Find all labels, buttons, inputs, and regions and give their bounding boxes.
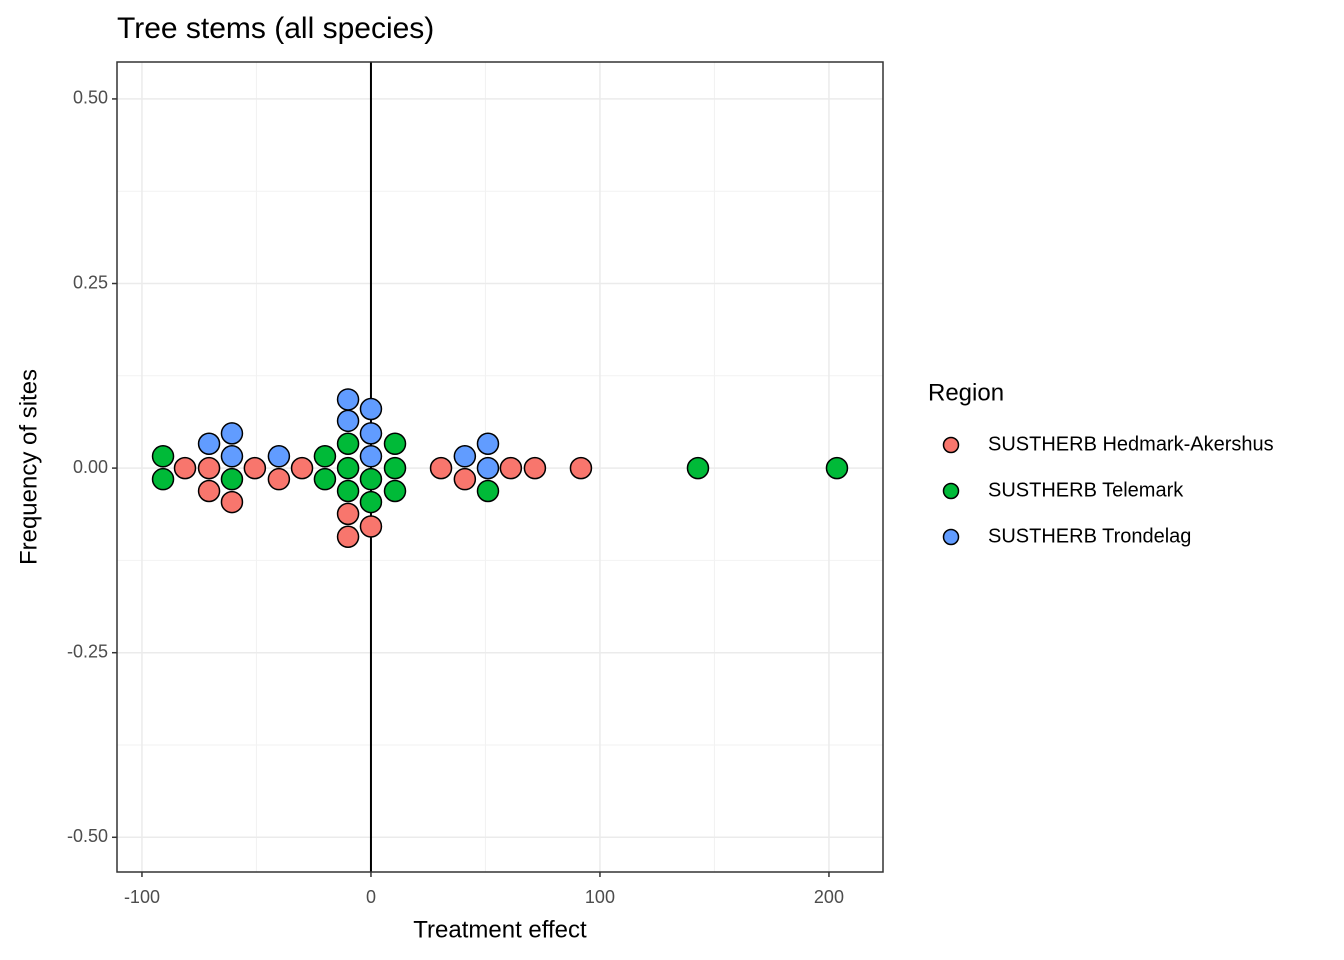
y-tick-label: 0.25 (73, 272, 108, 292)
point (359, 397, 383, 421)
point (336, 388, 360, 411)
point (336, 409, 360, 433)
point (197, 432, 221, 455)
legend-label: SUSTHERB Hedmark-Akershus (988, 433, 1274, 455)
legend-label: SUSTHERB Trondelag (988, 525, 1191, 547)
point (383, 456, 407, 480)
point (383, 432, 407, 455)
point (359, 422, 383, 445)
point (686, 456, 710, 480)
x-tick-label: 200 (814, 887, 844, 907)
y-tick-label: -0.25 (67, 641, 108, 661)
point (336, 525, 360, 549)
point (313, 445, 337, 468)
point (383, 479, 407, 503)
point (569, 456, 593, 480)
legend-label: SUSTHERB Telemark (988, 479, 1184, 501)
point (453, 445, 477, 468)
point (336, 432, 360, 455)
point (429, 456, 453, 480)
y-tick-label: 0.50 (73, 88, 108, 108)
point (243, 456, 267, 480)
point (453, 467, 477, 491)
point (336, 502, 360, 526)
chart-title: Tree stems (all species) (117, 12, 434, 45)
point (267, 467, 291, 491)
point (220, 490, 244, 514)
point (523, 456, 547, 480)
point (359, 467, 383, 491)
point (220, 467, 244, 491)
point (499, 456, 523, 480)
point (359, 490, 383, 514)
y-tick-label: 0.00 (73, 457, 108, 477)
point (220, 445, 244, 468)
point (336, 479, 360, 503)
point (476, 479, 500, 503)
point (476, 432, 500, 455)
point (151, 445, 175, 468)
legend-key (942, 482, 960, 500)
point (290, 456, 314, 480)
point (197, 456, 221, 480)
y-tick-label: -0.50 (67, 826, 108, 846)
point (476, 456, 500, 480)
legend-key (942, 436, 960, 454)
point (313, 467, 337, 491)
point (359, 445, 383, 468)
point (173, 456, 197, 480)
point (359, 515, 383, 538)
legend-key (942, 528, 960, 546)
x-tick-label: -100 (124, 887, 160, 907)
plot-border (116, 61, 884, 873)
y-axis-title: Frequency of sites (15, 369, 42, 565)
point (151, 467, 175, 491)
legend-title: Region (928, 379, 1004, 406)
x-axis-title: Treatment effect (413, 916, 587, 943)
x-tick-label: 100 (585, 887, 615, 907)
x-tick-label: 0 (366, 887, 376, 907)
point (197, 479, 221, 503)
point (220, 422, 244, 445)
point (825, 456, 849, 480)
point (267, 445, 291, 468)
point (336, 456, 360, 480)
